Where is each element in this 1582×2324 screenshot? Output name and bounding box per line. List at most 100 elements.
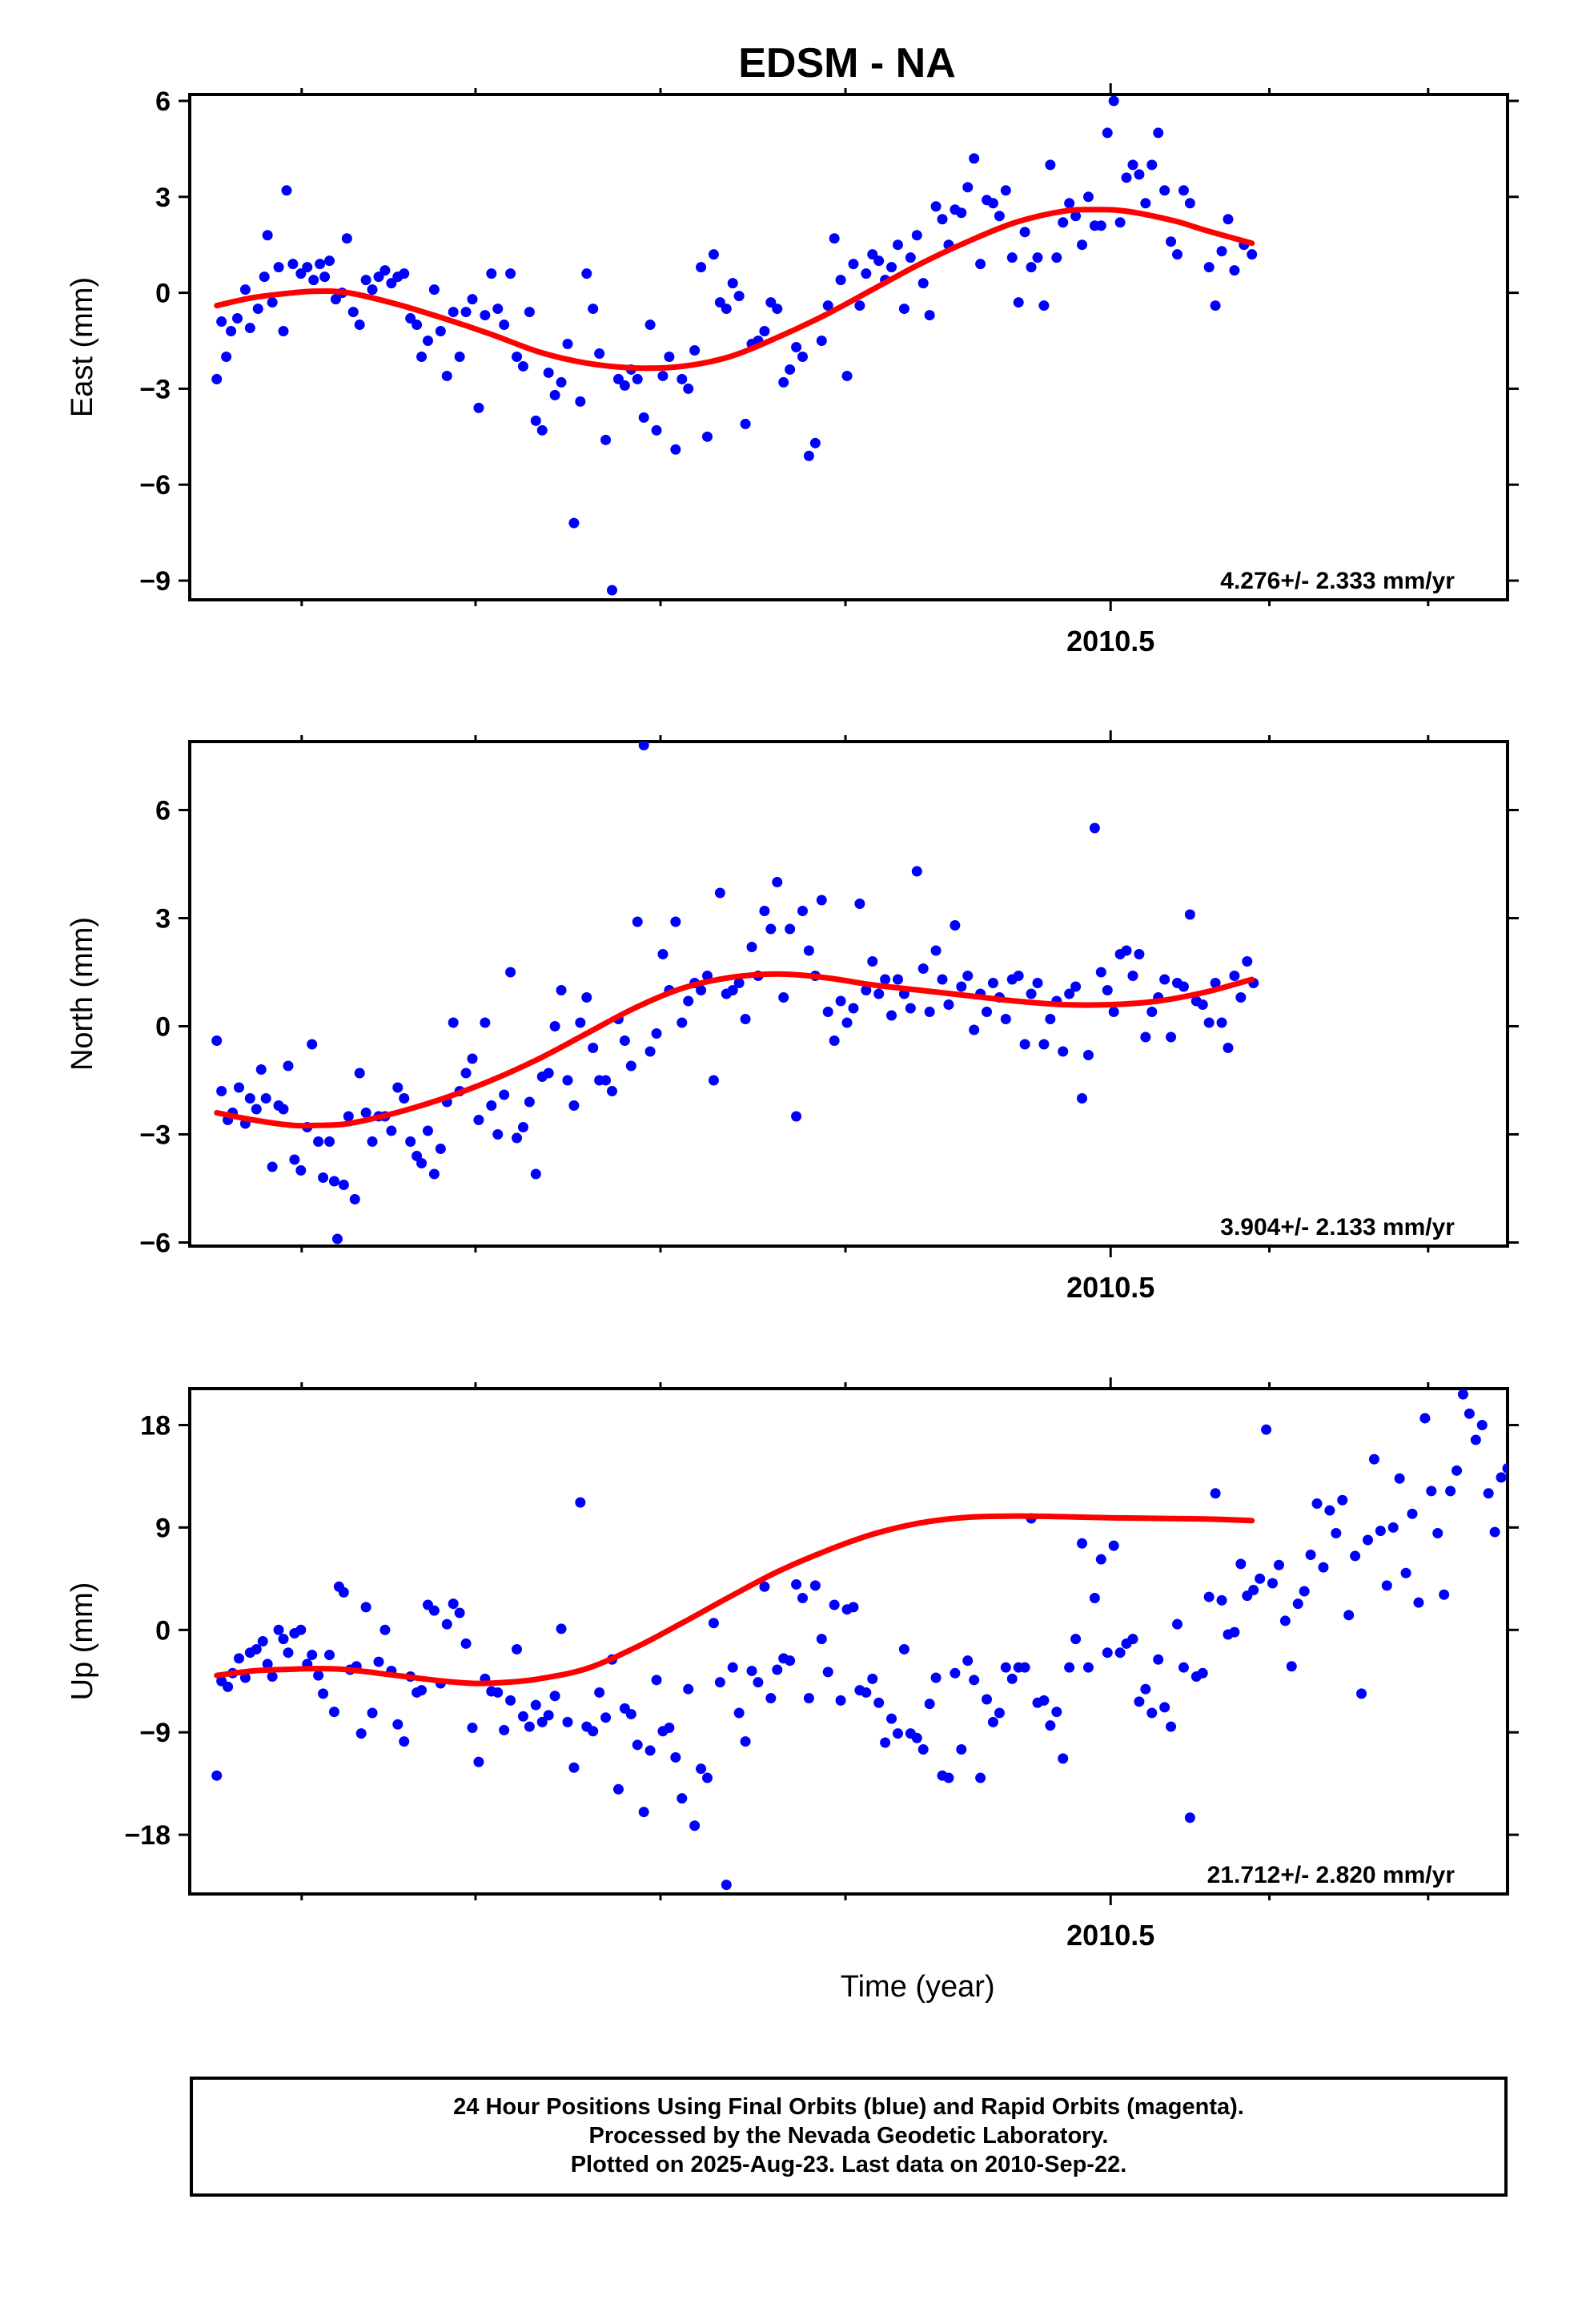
data-point	[1000, 1662, 1011, 1673]
data-point	[1381, 1580, 1392, 1591]
data-point	[1540, 1574, 1551, 1584]
data-point	[278, 326, 289, 337]
data-point	[1146, 1007, 1158, 1017]
data-point	[829, 1035, 840, 1046]
data-point	[386, 1125, 397, 1136]
y-tick-label: 0	[155, 279, 171, 309]
data-point	[1172, 249, 1183, 260]
data-point	[702, 431, 713, 442]
data-point	[211, 1035, 223, 1046]
data-point	[727, 278, 738, 289]
data-point	[943, 999, 954, 1010]
data-point	[1184, 909, 1195, 920]
data-point	[347, 307, 359, 318]
data-point	[1413, 1597, 1424, 1608]
data-point	[956, 981, 967, 992]
data-point	[505, 1695, 516, 1706]
data-point	[696, 1763, 707, 1775]
data-point	[307, 1650, 318, 1661]
data-point	[880, 974, 891, 985]
data-point	[1159, 185, 1170, 196]
data-point	[412, 320, 423, 331]
data-point	[683, 995, 694, 1007]
chart-title: EDSM - NA	[738, 40, 956, 86]
data-point	[987, 1716, 998, 1727]
data-point	[1350, 1550, 1361, 1562]
data-point	[1051, 252, 1062, 263]
data-point	[226, 326, 237, 337]
data-point	[1038, 1039, 1050, 1050]
data-point	[211, 1770, 223, 1781]
data-point	[278, 1104, 289, 1115]
data-point	[278, 1634, 289, 1645]
data-points	[211, 1389, 1576, 1891]
data-point	[1146, 1707, 1158, 1719]
data-point	[1134, 1696, 1145, 1707]
data-point	[733, 978, 745, 988]
data-point	[295, 1624, 307, 1635]
data-point	[379, 265, 391, 276]
data-point	[492, 1687, 504, 1698]
y-tick-label: −18	[124, 1820, 171, 1851]
data-point	[1108, 1007, 1119, 1017]
data-point	[651, 424, 662, 436]
data-point	[632, 373, 643, 384]
data-point	[873, 1697, 885, 1708]
data-point	[252, 304, 263, 315]
data-point	[1166, 1721, 1177, 1732]
data-point	[255, 1064, 267, 1075]
data-point	[861, 268, 872, 279]
data-point	[816, 895, 827, 906]
data-point	[1006, 252, 1018, 263]
data-point	[1064, 198, 1075, 209]
data-point	[892, 1728, 903, 1739]
data-point	[1108, 95, 1119, 107]
data-point	[262, 1659, 273, 1670]
data-point	[1210, 1488, 1221, 1499]
data-point	[1566, 1480, 1576, 1490]
data-point	[969, 1675, 980, 1686]
data-point	[428, 1168, 440, 1180]
data-point	[1216, 246, 1227, 257]
data-point	[1121, 172, 1132, 183]
data-point	[524, 307, 535, 318]
data-point	[281, 185, 292, 196]
data-point	[581, 992, 592, 1003]
data-point	[594, 1687, 605, 1698]
data-point	[467, 294, 478, 305]
panel-3: 2010.5 −18 −9 0 9 18 Up (mm) 21.712+/- 2.820 mm…	[66, 1377, 1576, 2004]
data-point	[822, 1007, 833, 1017]
data-point	[1394, 1473, 1405, 1484]
data-point	[562, 1075, 573, 1086]
data-point	[416, 1685, 428, 1696]
data-point	[1216, 1594, 1227, 1606]
data-point	[969, 153, 980, 164]
data-point	[251, 1104, 262, 1115]
data-point	[454, 351, 465, 362]
y-tick-label: 6	[155, 796, 171, 826]
data-point	[625, 1708, 636, 1719]
rate-label: 4.276+/- 2.333 mm/yr	[1220, 568, 1455, 594]
data-point	[1521, 1546, 1532, 1557]
data-point	[873, 988, 885, 999]
data-point	[829, 1599, 840, 1610]
data-point	[1114, 217, 1126, 228]
data-point	[216, 1086, 227, 1096]
data-point	[1178, 185, 1189, 196]
data-point	[1095, 967, 1106, 978]
data-point	[360, 1108, 371, 1118]
data-point	[982, 1007, 993, 1017]
data-point	[273, 262, 284, 273]
data-point	[1229, 1626, 1240, 1638]
data-point	[797, 906, 808, 916]
data-point	[1368, 1454, 1379, 1465]
data-point	[549, 1691, 560, 1702]
data-point	[917, 963, 929, 974]
data-point	[809, 1580, 821, 1591]
data-point	[619, 1035, 630, 1046]
data-point	[492, 304, 504, 315]
data-point	[428, 1605, 440, 1616]
data-point	[1445, 1486, 1456, 1497]
data-point	[354, 320, 365, 331]
